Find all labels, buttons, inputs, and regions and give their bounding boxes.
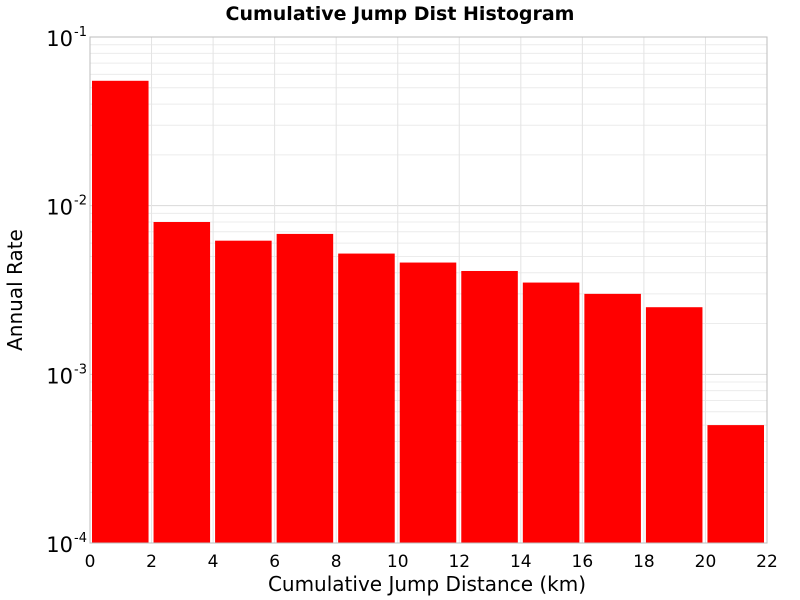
x-tick-label: 2 bbox=[146, 552, 157, 572]
plot-area bbox=[89, 36, 768, 544]
y-tick-base: 10 bbox=[46, 27, 73, 51]
histogram-bar-5 bbox=[399, 262, 457, 543]
y-tick-base: 10 bbox=[46, 364, 73, 388]
x-tick-label: 14 bbox=[510, 552, 532, 572]
histogram-bar-9 bbox=[645, 307, 703, 543]
x-tick-label: 10 bbox=[387, 552, 409, 572]
histogram-bar-6 bbox=[461, 270, 518, 543]
plot-frame bbox=[89, 36, 768, 544]
y-axis-label: Annual Rate bbox=[3, 229, 27, 351]
y-tick-exponent: -3 bbox=[74, 362, 87, 377]
y-tick-exponent: -4 bbox=[74, 531, 87, 546]
histogram-bar-8 bbox=[584, 293, 641, 543]
x-tick-label: 8 bbox=[331, 552, 342, 572]
y-tick-labels: 10-410-310-210-1 bbox=[46, 25, 87, 557]
x-tick-label: 22 bbox=[756, 552, 778, 572]
histogram-bar-2 bbox=[215, 240, 272, 543]
y-tick-label: 10 -4 bbox=[46, 531, 87, 557]
histogram-bar-1 bbox=[153, 222, 211, 544]
x-tick-label: 12 bbox=[448, 552, 470, 572]
x-tick-label: 20 bbox=[695, 552, 717, 572]
y-tick-base: 10 bbox=[46, 196, 73, 220]
y-tick-base: 10 bbox=[46, 533, 73, 557]
x-tick-label: 6 bbox=[269, 552, 280, 572]
y-tick-label: 10 -3 bbox=[46, 362, 87, 388]
chart-title: Cumulative Jump Dist Histogram bbox=[226, 3, 575, 25]
x-tick-label: 4 bbox=[208, 552, 219, 572]
histogram-bar-4 bbox=[338, 253, 395, 543]
x-tick-label: 16 bbox=[572, 552, 594, 572]
x-tick-label: 18 bbox=[633, 552, 655, 572]
histogram-bar-3 bbox=[276, 233, 334, 544]
x-tick-label: 0 bbox=[85, 552, 96, 572]
y-tick-label: 10 -2 bbox=[46, 194, 87, 220]
histogram-bar-0 bbox=[92, 80, 149, 543]
histogram-bar-7 bbox=[522, 282, 580, 543]
bars bbox=[92, 80, 764, 544]
x-tick-labels: 0 2 4 6 8 10 12 14 16 18 20 22 bbox=[85, 552, 778, 572]
y-tick-exponent: -2 bbox=[74, 194, 87, 209]
y-tick-exponent: -1 bbox=[74, 25, 87, 40]
histogram-bar-10 bbox=[707, 425, 764, 543]
x-axis-label: Cumulative Jump Distance (km) bbox=[268, 572, 586, 596]
y-tick-label: 10 -1 bbox=[46, 25, 87, 51]
